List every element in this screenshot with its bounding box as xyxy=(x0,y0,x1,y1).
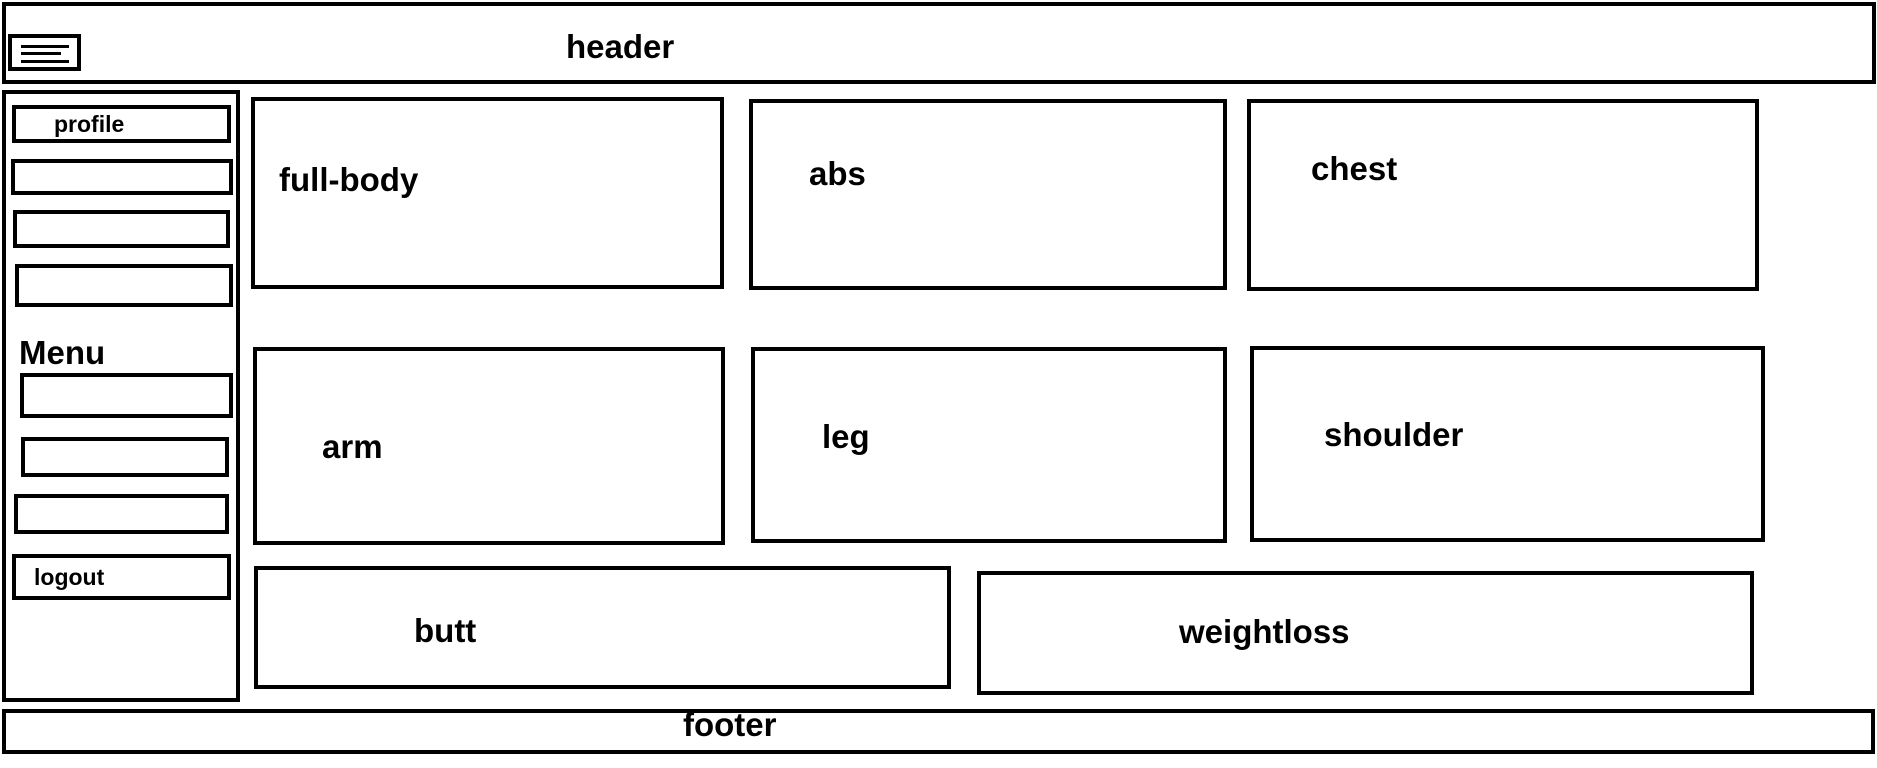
sidebar-item-label: logout xyxy=(34,564,105,590)
sidebar-item-2[interactable] xyxy=(11,159,233,195)
card-label: weightloss xyxy=(1179,613,1350,650)
sidebar-item-3[interactable] xyxy=(13,210,230,248)
header-title: header xyxy=(566,28,675,65)
card-label: arm xyxy=(322,428,383,465)
card-chest[interactable]: chest xyxy=(1247,99,1759,291)
sidebar-item-6[interactable] xyxy=(21,437,229,477)
sidebar-item-7[interactable] xyxy=(14,494,229,534)
card-leg[interactable]: leg xyxy=(751,347,1227,543)
footer-bar xyxy=(2,709,1875,754)
card-full-body[interactable]: full-body xyxy=(251,97,724,289)
card-weightloss[interactable]: weightloss xyxy=(977,571,1754,695)
sidebar-item-4[interactable] xyxy=(15,264,233,307)
sidebar-item-5[interactable] xyxy=(20,373,233,418)
sidebar-item-label: profile xyxy=(54,111,125,137)
card-label: chest xyxy=(1311,150,1398,187)
footer-title: footer xyxy=(683,706,777,743)
card-label: full-body xyxy=(279,161,419,198)
sidebar-item-profile[interactable]: profile xyxy=(12,105,231,143)
card-label: leg xyxy=(822,418,870,455)
card-label: butt xyxy=(414,612,477,649)
card-shoulder[interactable]: shoulder xyxy=(1250,346,1765,542)
card-abs[interactable]: abs xyxy=(749,99,1227,290)
sidebar-item-logout[interactable]: logout xyxy=(12,554,231,600)
card-arm[interactable]: arm xyxy=(253,347,725,545)
card-label: shoulder xyxy=(1324,416,1464,453)
header-bar xyxy=(2,2,1876,84)
hamburger-menu-icon[interactable] xyxy=(8,34,81,71)
card-butt[interactable]: butt xyxy=(254,566,951,689)
menu-heading: Menu xyxy=(19,334,106,371)
card-label: abs xyxy=(809,155,866,192)
